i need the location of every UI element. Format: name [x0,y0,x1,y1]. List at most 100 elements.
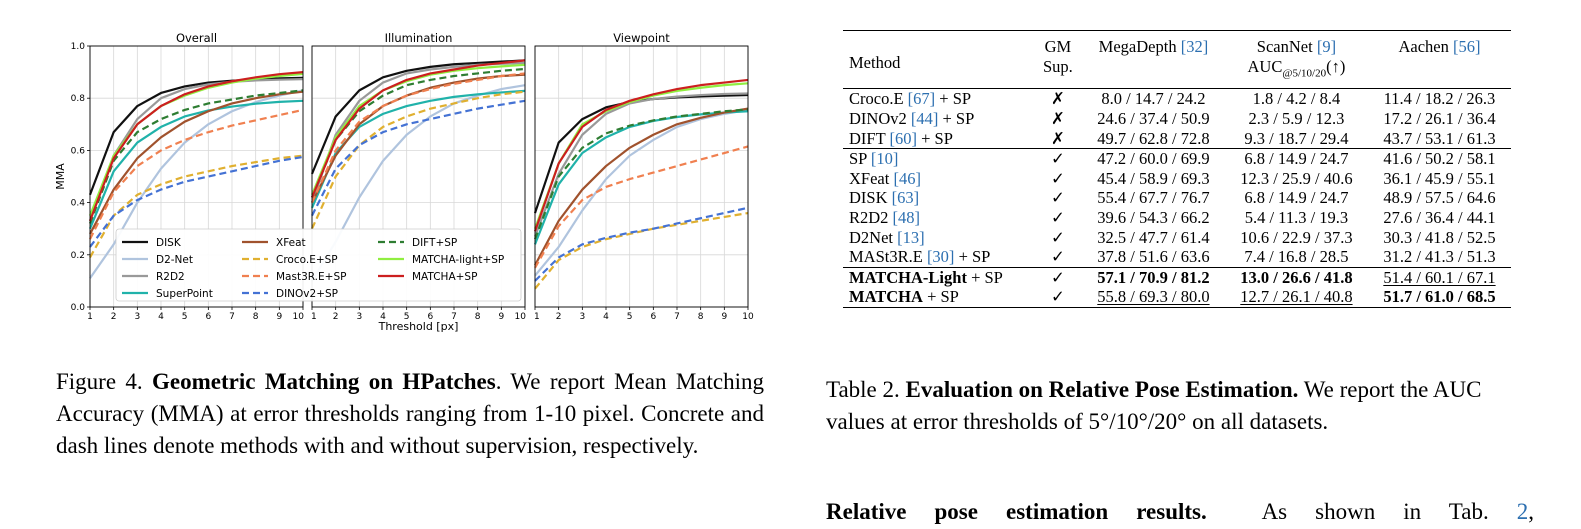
mma-line-charts: Overall 1 2 3 4 5 6 7 8 9 10 0.0 0.2 0.4 0.6 0.8 1.0 MMA I… [54,31,754,333]
y-tick-label: 0.2 [71,251,85,261]
legend-label: SuperPoint [156,288,213,300]
header-gm-line1: GM [1044,37,1072,56]
cell-gm-supervision: ✓ [1050,168,1065,188]
method-name: DIFT [849,128,886,148]
body-paragraph: Relative pose estimation results. As sho… [826,496,1534,528]
header-auc-label: AUC [1247,56,1283,76]
paragraph-text: As shown in Tab. [1206,499,1517,524]
table-row: MATCHA + SP ✓ 55.8 / 69.3 / 80.0 12.7 / 26.… [843,287,1511,308]
y-axis-label: MMA [54,163,67,190]
x-tick-label: 8 [475,312,481,322]
method-suffix: + SP [922,287,959,307]
x-tick-label: 9 [721,312,727,322]
cell-aachen-value: 30.3 / 41.8 / 52.5 [1383,227,1496,247]
method-citation[interactable]: [63] [891,188,920,208]
x-tick-label: 1 [87,312,93,322]
cell-megadepth-value: 55.4 / 67.7 / 76.7 [1097,188,1210,208]
series-line-mast3r-e-sp [89,108,304,240]
y-tick-label: 1.0 [71,42,86,52]
cell-method: D2Net [13] [843,228,1034,248]
cell-aachen-value: 17.2 / 26.1 / 36.4 [1383,109,1496,129]
x-tick-label: 8 [698,312,704,322]
cell-aachen: 31.2 / 41.3 / 51.3 [1368,247,1511,267]
series-line-r2d2 [88,78,304,222]
plot-frame [89,45,304,308]
cell-gm-supervision: ✓ [1050,149,1065,169]
method-citation[interactable]: [30] [926,247,955,267]
cell-method: XFeat [46] [843,169,1034,189]
x-tick-label: 3 [579,312,585,322]
series-line-d2-net [534,108,749,277]
series-line-disk [310,59,526,175]
x-tick-label: 8 [253,312,259,322]
cell-scannet-value: 7.4 / 16.8 / 28.5 [1244,247,1349,267]
x-tick-label: 9 [498,312,504,322]
cell-aachen-value: 41.6 / 50.2 / 58.1 [1383,149,1496,169]
x-tick-label: 6 [427,312,433,322]
method-citation[interactable]: [67] [907,89,936,109]
cell-aachen: 51.4 / 60.1 / 67.1 [1368,267,1511,287]
cell-gm-supervision: ✓ [1050,287,1065,307]
cell-scannet: 2.3 / 5.9 / 12.3 [1225,109,1368,129]
x-tick-label: 6 [205,312,211,322]
cell-megadepth: 32.5 / 47.7 / 61.4 [1082,228,1225,248]
x-axis-label: Threshold [px] [378,320,459,333]
cell-gm-supervision: ✓ [1050,208,1065,228]
cell-megadepth: 24.6 / 37.4 / 50.9 [1082,109,1225,129]
figure-4: Overall 1 2 3 4 5 6 7 8 9 10 0.0 0.2 0.4 0.6 0.8 1.0 MMA I… [50,28,770,338]
table-row: R2D2 [48] ✓ 39.6 / 54.3 / 66.2 5.4 / 11.3 /… [843,208,1511,228]
cell-aachen-value: 36.1 / 45.9 / 55.1 [1383,168,1496,188]
series-line-d2-net [89,89,304,279]
table-caption-label: Table 2. [826,377,900,402]
legend-label: MATCHA+SP [412,271,477,283]
cell-method: DISK [63] [843,188,1034,208]
series-line-superpoint [88,99,304,230]
cell-megadepth: 57.1 / 70.9 / 81.2 [1082,267,1225,287]
figure-caption: Figure 4. Geometric Matching on HPatches… [56,366,764,462]
cell-megadepth-value: 47.2 / 60.0 / 69.9 [1097,149,1210,169]
x-tick-label: 4 [158,312,164,322]
cell-megadepth-value: 39.6 / 54.3 / 66.2 [1097,208,1210,228]
cell-aachen: 11.4 / 18.2 / 26.3 [1368,89,1511,109]
table-caption: Table 2. Evaluation on Relative Pose Est… [826,374,1534,438]
cell-scannet-value: 5.4 / 11.3 / 19.3 [1244,208,1349,228]
series-line-dinov2-sp [89,155,304,248]
results-table-body: Croco.E [67] + SP ✗ 8.0 / 14.7 / 24.2 1.8 /… [843,88,1511,308]
series-line-xfeat [534,107,749,266]
cell-method: R2D2 [48] [843,208,1034,228]
method-name: MATCHA [849,287,923,307]
cell-scannet-value: 9.3 / 18.7 / 29.4 [1244,128,1349,148]
legend-label: MATCHA-light+SP [412,254,504,266]
cell-gm-supervision: ✗ [1050,128,1065,148]
method-citation[interactable]: [44] [910,109,939,129]
x-tick-label: 2 [111,312,117,322]
cell-gm-supervision: ✓ [1050,188,1065,208]
cell-scannet: 1.8 / 4.2 / 8.4 [1225,89,1368,109]
cell-megadepth-value: 37.8 / 51.6 / 63.6 [1097,247,1210,267]
method-name: SP [849,149,867,169]
cell-megadepth: 37.8 / 51.6 / 63.6 [1082,247,1225,267]
cell-megadepth-value: 24.6 / 37.4 / 50.9 [1097,109,1210,129]
method-citation[interactable]: [46] [893,168,921,188]
y-tick-label: 0.8 [71,94,86,104]
legend-label: Mast3R.E+SP [276,271,346,283]
figure-caption-body: . We report Mean Matching Accuracy (MMA)… [56,369,765,458]
plot-frame [534,45,749,308]
cell-gm-supervision: ✓ [1050,247,1065,267]
cell-gm-supervision: ✗ [1050,89,1065,109]
method-citation[interactable]: [60] [889,128,918,148]
paragraph-ref[interactable]: 2 [1516,499,1529,524]
method-citation[interactable]: [10] [870,149,899,169]
cell-megadepth-value: 8.0 / 14.7 / 24.2 [1101,89,1206,109]
x-tick-label: 5 [404,312,410,322]
y-tick-label: 0.4 [71,199,86,209]
cell-aachen: 27.6 / 36.4 / 44.1 [1368,208,1511,228]
x-tick-label: 3 [356,312,362,322]
method-citation[interactable]: [48] [892,208,921,228]
legend-label: DISK [156,237,182,249]
header-megadepth: MegaDepth [32] [1082,31,1225,57]
method-citation[interactable]: [13] [897,227,925,247]
chart-legend: DISK D2-Net R2D2 SuperPoint XFeat Croco.E+SP M… [115,228,522,302]
cell-aachen-value: 48.9 / 57.5 / 64.6 [1383,188,1496,208]
x-tick-label: 7 [451,312,457,322]
